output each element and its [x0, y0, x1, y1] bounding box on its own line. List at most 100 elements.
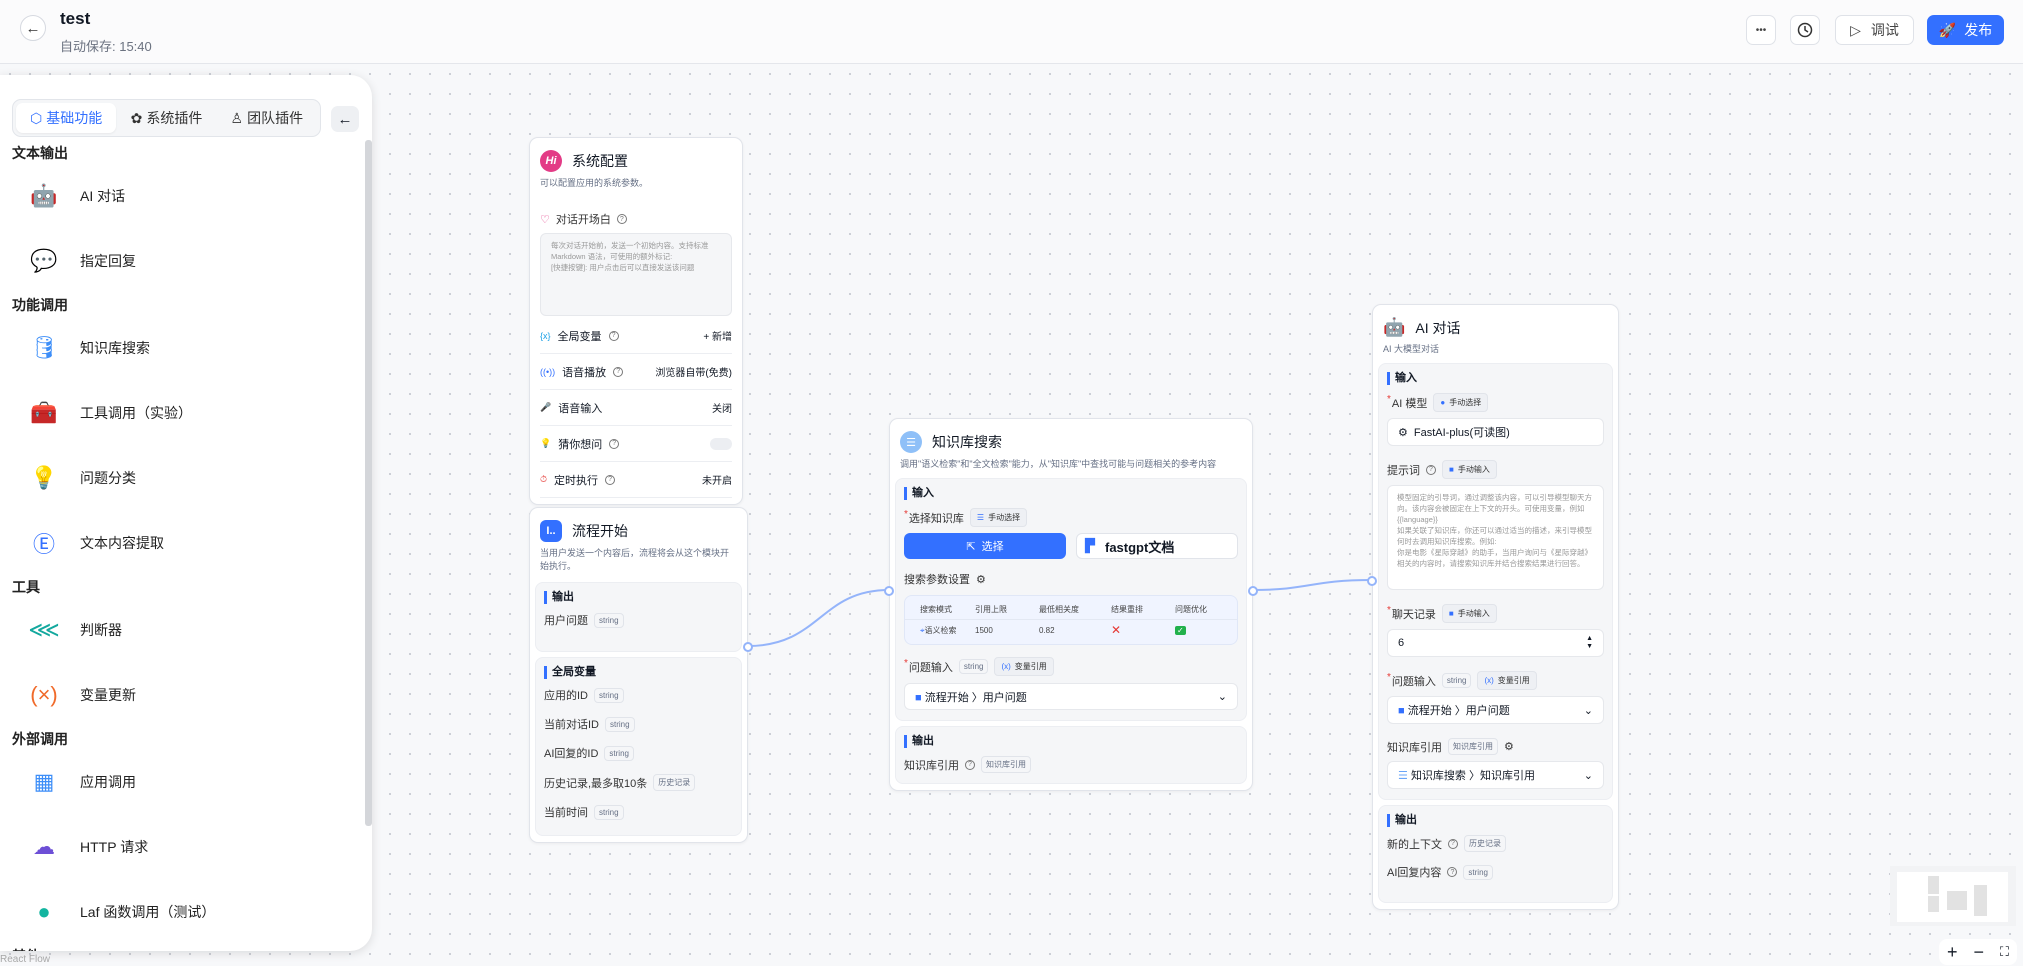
- zoom-controls: + − ⛶: [1939, 939, 2017, 965]
- search-params-table[interactable]: 搜索模式 引用上限 最低相关度 结果重排 问题优化 ⌖语义检索 1500 0.82 ✕ …: [904, 595, 1238, 645]
- minimap[interactable]: [1890, 866, 2016, 926]
- scrollbar[interactable]: [365, 140, 372, 826]
- question-select[interactable]: ■ 流程开始 〉用户问题 ⌄: [904, 683, 1238, 710]
- zoom-in-icon[interactable]: +: [1946, 941, 1958, 962]
- tab-0[interactable]: ⬡ 基础功能: [16, 103, 117, 133]
- history-button[interactable]: [1790, 15, 1820, 45]
- gear-icon[interactable]: ⚙: [976, 573, 986, 586]
- tab-1[interactable]: ✿ 系统插件: [130, 109, 203, 127]
- help-icon: ?: [1426, 464, 1436, 475]
- ai-chat-node[interactable]: 🤖 AI 对话 AI 大模型对话 输入 * AI 模型 ● 手动选择 ⚙ FastAI-p…: [1367, 304, 1619, 910]
- sidebar-item[interactable]: 🛢 知识库搜索: [28, 326, 348, 370]
- sidebar-item[interactable]: ● Laf 函数调用（测试）: [28, 890, 348, 934]
- collapse-sidebar-button[interactable]: ←: [331, 106, 359, 132]
- more-icon: •••: [1755, 24, 1767, 36]
- sidebar-item[interactable]: 🧰 工具调用（实验）: [28, 391, 348, 435]
- node-desc: 可以配置应用的系统参数。: [540, 178, 649, 188]
- database-icon: 🛢: [30, 335, 58, 360]
- start-node[interactable]: I.. 流程开始 当用户发送一个内容后，流程将会从这个模块开始执行。 输出 用户问题…: [529, 507, 753, 843]
- prompt-mode-tag[interactable]: ■ 手动输入: [1442, 460, 1497, 479]
- section-title: 输出: [904, 735, 1238, 748]
- sidebar-item[interactable]: ☁ HTTP 请求: [28, 825, 348, 869]
- model-select[interactable]: ⚙ FastAI-plus(可读图): [1387, 418, 1604, 446]
- help-icon: ?: [608, 330, 619, 341]
- section-title: 输入: [1387, 372, 1604, 385]
- node-title: 流程开始: [572, 523, 628, 539]
- kb-mode-tag[interactable]: ☰ 手动选择: [969, 508, 1028, 527]
- sidebar-item[interactable]: 🤖 AI 对话: [28, 174, 348, 218]
- laf-icon: ●: [37, 899, 51, 924]
- branch-icon: ⋘: [28, 617, 60, 642]
- chevron-down-icon: ⌄: [1217, 691, 1227, 703]
- question-select[interactable]: ■ 流程开始 〉用户问题 ⌄: [1387, 696, 1604, 724]
- toolbox-icon: 🧰: [30, 400, 58, 425]
- output-item: AI回复内容? string: [1387, 864, 1604, 880]
- attribution[interactable]: React Flow: [0, 954, 51, 965]
- history-number-input[interactable]: 6 ▲ ▼: [1387, 629, 1604, 657]
- output-handle[interactable]: [743, 642, 753, 652]
- config-row[interactable]: ⏱ 定时执行? 未开启: [540, 462, 732, 498]
- sidebar-item[interactable]: 💬 指定回复: [28, 239, 348, 283]
- start-icon: I..: [540, 520, 562, 542]
- sidebar-item[interactable]: ▦ 应用调用: [28, 760, 348, 804]
- rocket-icon: 🚀: [1938, 21, 1957, 38]
- table-header: 结果重排: [1111, 605, 1143, 614]
- output-handle[interactable]: [1248, 586, 1258, 596]
- help-icon: ?: [616, 214, 627, 224]
- publish-button[interactable]: 🚀 发布: [1927, 15, 2004, 45]
- help-icon: ?: [965, 759, 975, 770]
- search-mode: ⌖语义检索: [920, 625, 957, 635]
- back-button[interactable]: ←: [20, 15, 46, 41]
- cube-icon: ⬡: [30, 109, 43, 126]
- chevron-down-icon: ⌄: [1583, 704, 1593, 717]
- arrow-left-icon: ←: [337, 110, 353, 128]
- tab-2[interactable]: ♙ 团队插件: [230, 109, 304, 127]
- history-mode-tag[interactable]: ■ 手动输入: [1441, 604, 1497, 623]
- message-icon: 💬: [30, 248, 58, 273]
- section-title: 其他: [12, 948, 40, 951]
- config-row[interactable]: ((•)) 语音播放? 浏览器自带(免费): [540, 354, 732, 390]
- arrow-left-icon: ←: [25, 19, 41, 37]
- section-title: 输出: [544, 591, 733, 604]
- question-mode-tag[interactable]: (x) 变量引用: [1477, 671, 1537, 690]
- node-title: 系统配置: [572, 153, 628, 169]
- input-handle[interactable]: [1367, 576, 1377, 586]
- clock-icon: [1797, 22, 1813, 38]
- fit-view-icon[interactable]: ⛶: [1999, 944, 2010, 959]
- system-config-node[interactable]: Hi 系统配置 可以配置应用的系统参数。 ♡ 对话开场白? 每次对话开始前，发送一个…: [529, 137, 743, 505]
- section-title: 文本输出: [12, 145, 68, 161]
- limit: 1500: [975, 625, 993, 635]
- config-row[interactable]: 🎤 语音输入 关闭: [540, 390, 732, 426]
- select-kb-button[interactable]: ⇱ 选择: [904, 533, 1066, 559]
- config-row[interactable]: 💡 猜你想问?: [540, 426, 732, 462]
- zoom-out-icon[interactable]: −: [1973, 941, 1984, 962]
- output-item: 新的上下文? 历史记录: [1387, 835, 1604, 852]
- mic-icon: 🎤: [540, 402, 552, 412]
- node-title: 知识库搜索: [932, 434, 1002, 450]
- selected-kb[interactable]: ▛ fastgpt文档: [1076, 533, 1238, 559]
- output-item: 当前时间 string: [544, 804, 733, 820]
- model-mode-tag[interactable]: ● 手动选择: [1433, 393, 1489, 412]
- similarity: 0.82: [1039, 625, 1055, 635]
- toggle-switch[interactable]: [710, 437, 732, 450]
- input-handle[interactable]: [884, 586, 894, 596]
- quote-select[interactable]: ☰ 知识库搜索 〉知识库引用 ⌄: [1387, 761, 1604, 789]
- edge-start-to-kb[interactable]: [747, 589, 890, 647]
- module-sidebar: ⬡ 基础功能 ✿ 系统插件 ♙ 团队插件 ← 文本输出 🤖 AI 对话 💬 指定回复 功能调用 🛢 知识…: [0, 75, 372, 951]
- gear-icon[interactable]: ⚙: [1504, 741, 1514, 753]
- table-header: 最低相关度: [1039, 605, 1079, 614]
- question-mode-tag[interactable]: (x) 变量引用: [994, 657, 1054, 676]
- kb-search-node[interactable]: ☰ 知识库搜索 调用"语义检索"和"全文检索"能力，从"知识库"中查找可能与问题相…: [884, 418, 1258, 791]
- sidebar-item[interactable]: Ⓔ 文本内容提取: [28, 521, 348, 565]
- edge-kb-to-ai[interactable]: [1252, 579, 1373, 591]
- sidebar-item[interactable]: 💡 问题分类: [28, 456, 348, 500]
- debug-button[interactable]: ▷ 调试: [1835, 15, 1914, 45]
- sidebar-item[interactable]: (×) 变量更新: [28, 673, 348, 717]
- more-button[interactable]: •••: [1746, 15, 1776, 45]
- cursor-icon: ⇱: [966, 540, 976, 553]
- robot-icon: 🤖: [1383, 317, 1406, 337]
- welcome-textarea[interactable]: 每次对话开始前，发送一个初始内容。支持标准 Markdown 语法，可使用的额外…: [540, 233, 732, 316]
- sidebar-item[interactable]: ⋘ 判断器: [28, 608, 348, 652]
- prompt-textarea[interactable]: 模型固定的引导词，通过调整该内容，可以引导模型聊天方向。该内容会被固定在上下文的…: [1387, 485, 1604, 590]
- config-row[interactable]: {x} 全局变量? + 新增: [540, 318, 732, 354]
